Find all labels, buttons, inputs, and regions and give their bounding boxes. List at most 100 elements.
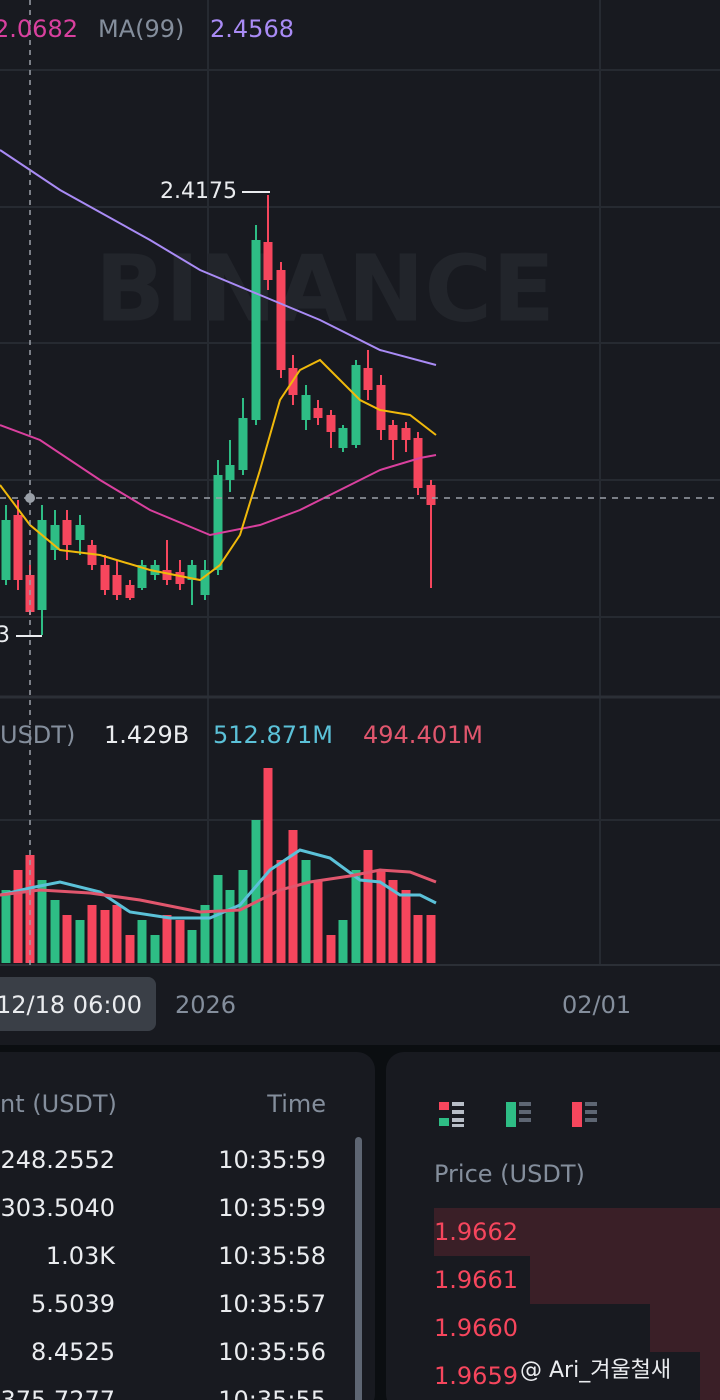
trade-amount: 5.5039 [31,1290,115,1318]
volume-bar [338,920,348,963]
candle-body [100,565,110,590]
candle-body [426,485,436,505]
watermark-logo: BINANCE [95,235,555,342]
time-label: 12/18 06:00 [0,991,142,1019]
volume-bar [150,935,160,963]
candle-body [263,242,273,280]
volume-bar [112,905,122,963]
book-header: Price (USDT) [434,1160,585,1188]
candle-body [351,365,361,445]
volume-bar [50,900,60,963]
depth-bar [650,1304,720,1352]
depth-bar [434,1208,720,1256]
trade-time: 10:35:58 [218,1242,326,1270]
volume-bar [301,860,311,963]
trade-amount: 248.2552 [0,1146,115,1174]
volume-bar [401,890,411,963]
volume-bar [326,935,336,963]
volume-bar [25,855,35,963]
volume-bar [213,875,223,963]
trade-time: 10:35:56 [218,1338,326,1366]
volume-label: USDT) [0,721,75,749]
depth-bar [530,1256,720,1304]
candle-body [187,565,197,580]
volume-bar [100,910,110,963]
time-label: 2026 [175,991,236,1019]
trade-time: 10:35:59 [218,1146,326,1174]
vol-ma-fast [0,848,437,920]
volume-ma-slow: 494.401M [363,721,483,749]
trade-time: 10:35:57 [218,1290,326,1318]
volume-ma-fast: 512.871M [213,721,333,749]
volume-bar [351,870,361,963]
vol-ma-slow [0,868,437,914]
volume-bar [426,915,436,963]
ma7-line [0,358,437,582]
trade-amount: 1.03K [45,1242,115,1270]
candle-body [1,520,11,580]
time-pill [0,977,156,1031]
depth-bar [700,1352,720,1400]
volume-bar [13,870,23,963]
candle-body [112,575,122,595]
volume-bar [276,860,286,963]
candle-body [125,585,135,598]
candle-body [137,565,147,588]
trade-amount: 303.5040 [0,1194,115,1222]
volume-bar [251,820,261,963]
ask-price: 1.9660 [434,1314,518,1342]
volume-bar [125,935,135,963]
order-book-panel: Price (USDT) 1.9662 1.9661 1.9660 1.9659 [386,1052,720,1400]
ask-price: 1.9661 [434,1266,518,1294]
candle-body [213,475,223,570]
ma99-line [0,149,437,366]
volume-bar [225,890,235,963]
volume-bar [413,915,423,963]
candle-body [37,520,47,610]
volume-bar [187,930,197,963]
crosshair-dot [25,493,35,503]
trade-amount: 8.4525 [31,1338,115,1366]
volume-bar [288,830,298,963]
candle-body [75,525,85,540]
volume-bar [37,880,47,963]
candle-body [225,465,235,480]
time-label: 02/01 [562,991,631,1019]
volume-bar [263,768,273,963]
candle-body [175,572,185,584]
trades-panel: nt (USDT) Time 248.2552 10:35:59 303.5040 1… [0,1052,375,1400]
candle-body [276,270,286,370]
candle-body [388,425,398,440]
ma25-line [0,424,437,537]
volume-bars [1,768,436,963]
candle-body [62,520,72,545]
candle-body [326,415,336,432]
ma99-label: MA(99) [98,15,184,43]
candle-body [401,428,411,440]
ask-price: 1.9659 [434,1362,518,1390]
volume-bar [200,905,210,963]
candle-body [313,408,323,418]
high-label: 2.4175 [160,179,237,204]
volume-total: 1.429B [104,721,189,749]
volume-bar [137,920,147,963]
grid [0,0,720,966]
watermark: @ Ari_겨울철새 [520,1358,672,1383]
trades-header: nt (USDT) [0,1090,117,1118]
candle-body [301,395,311,420]
book-view-icons [439,1102,597,1127]
candle-body [50,525,60,550]
trade-time: 10:35:55 [218,1386,326,1400]
volume-bar [62,915,72,963]
volume-bar [363,850,373,963]
volume-bar [162,915,172,963]
volume-bar [1,890,11,963]
volume-bar [388,880,398,963]
volume-bar [175,920,185,963]
candle-body [363,368,373,390]
candle-body [413,438,423,488]
candle-body [162,570,172,580]
scrollbar [355,1137,362,1400]
volume-bar [313,880,323,963]
